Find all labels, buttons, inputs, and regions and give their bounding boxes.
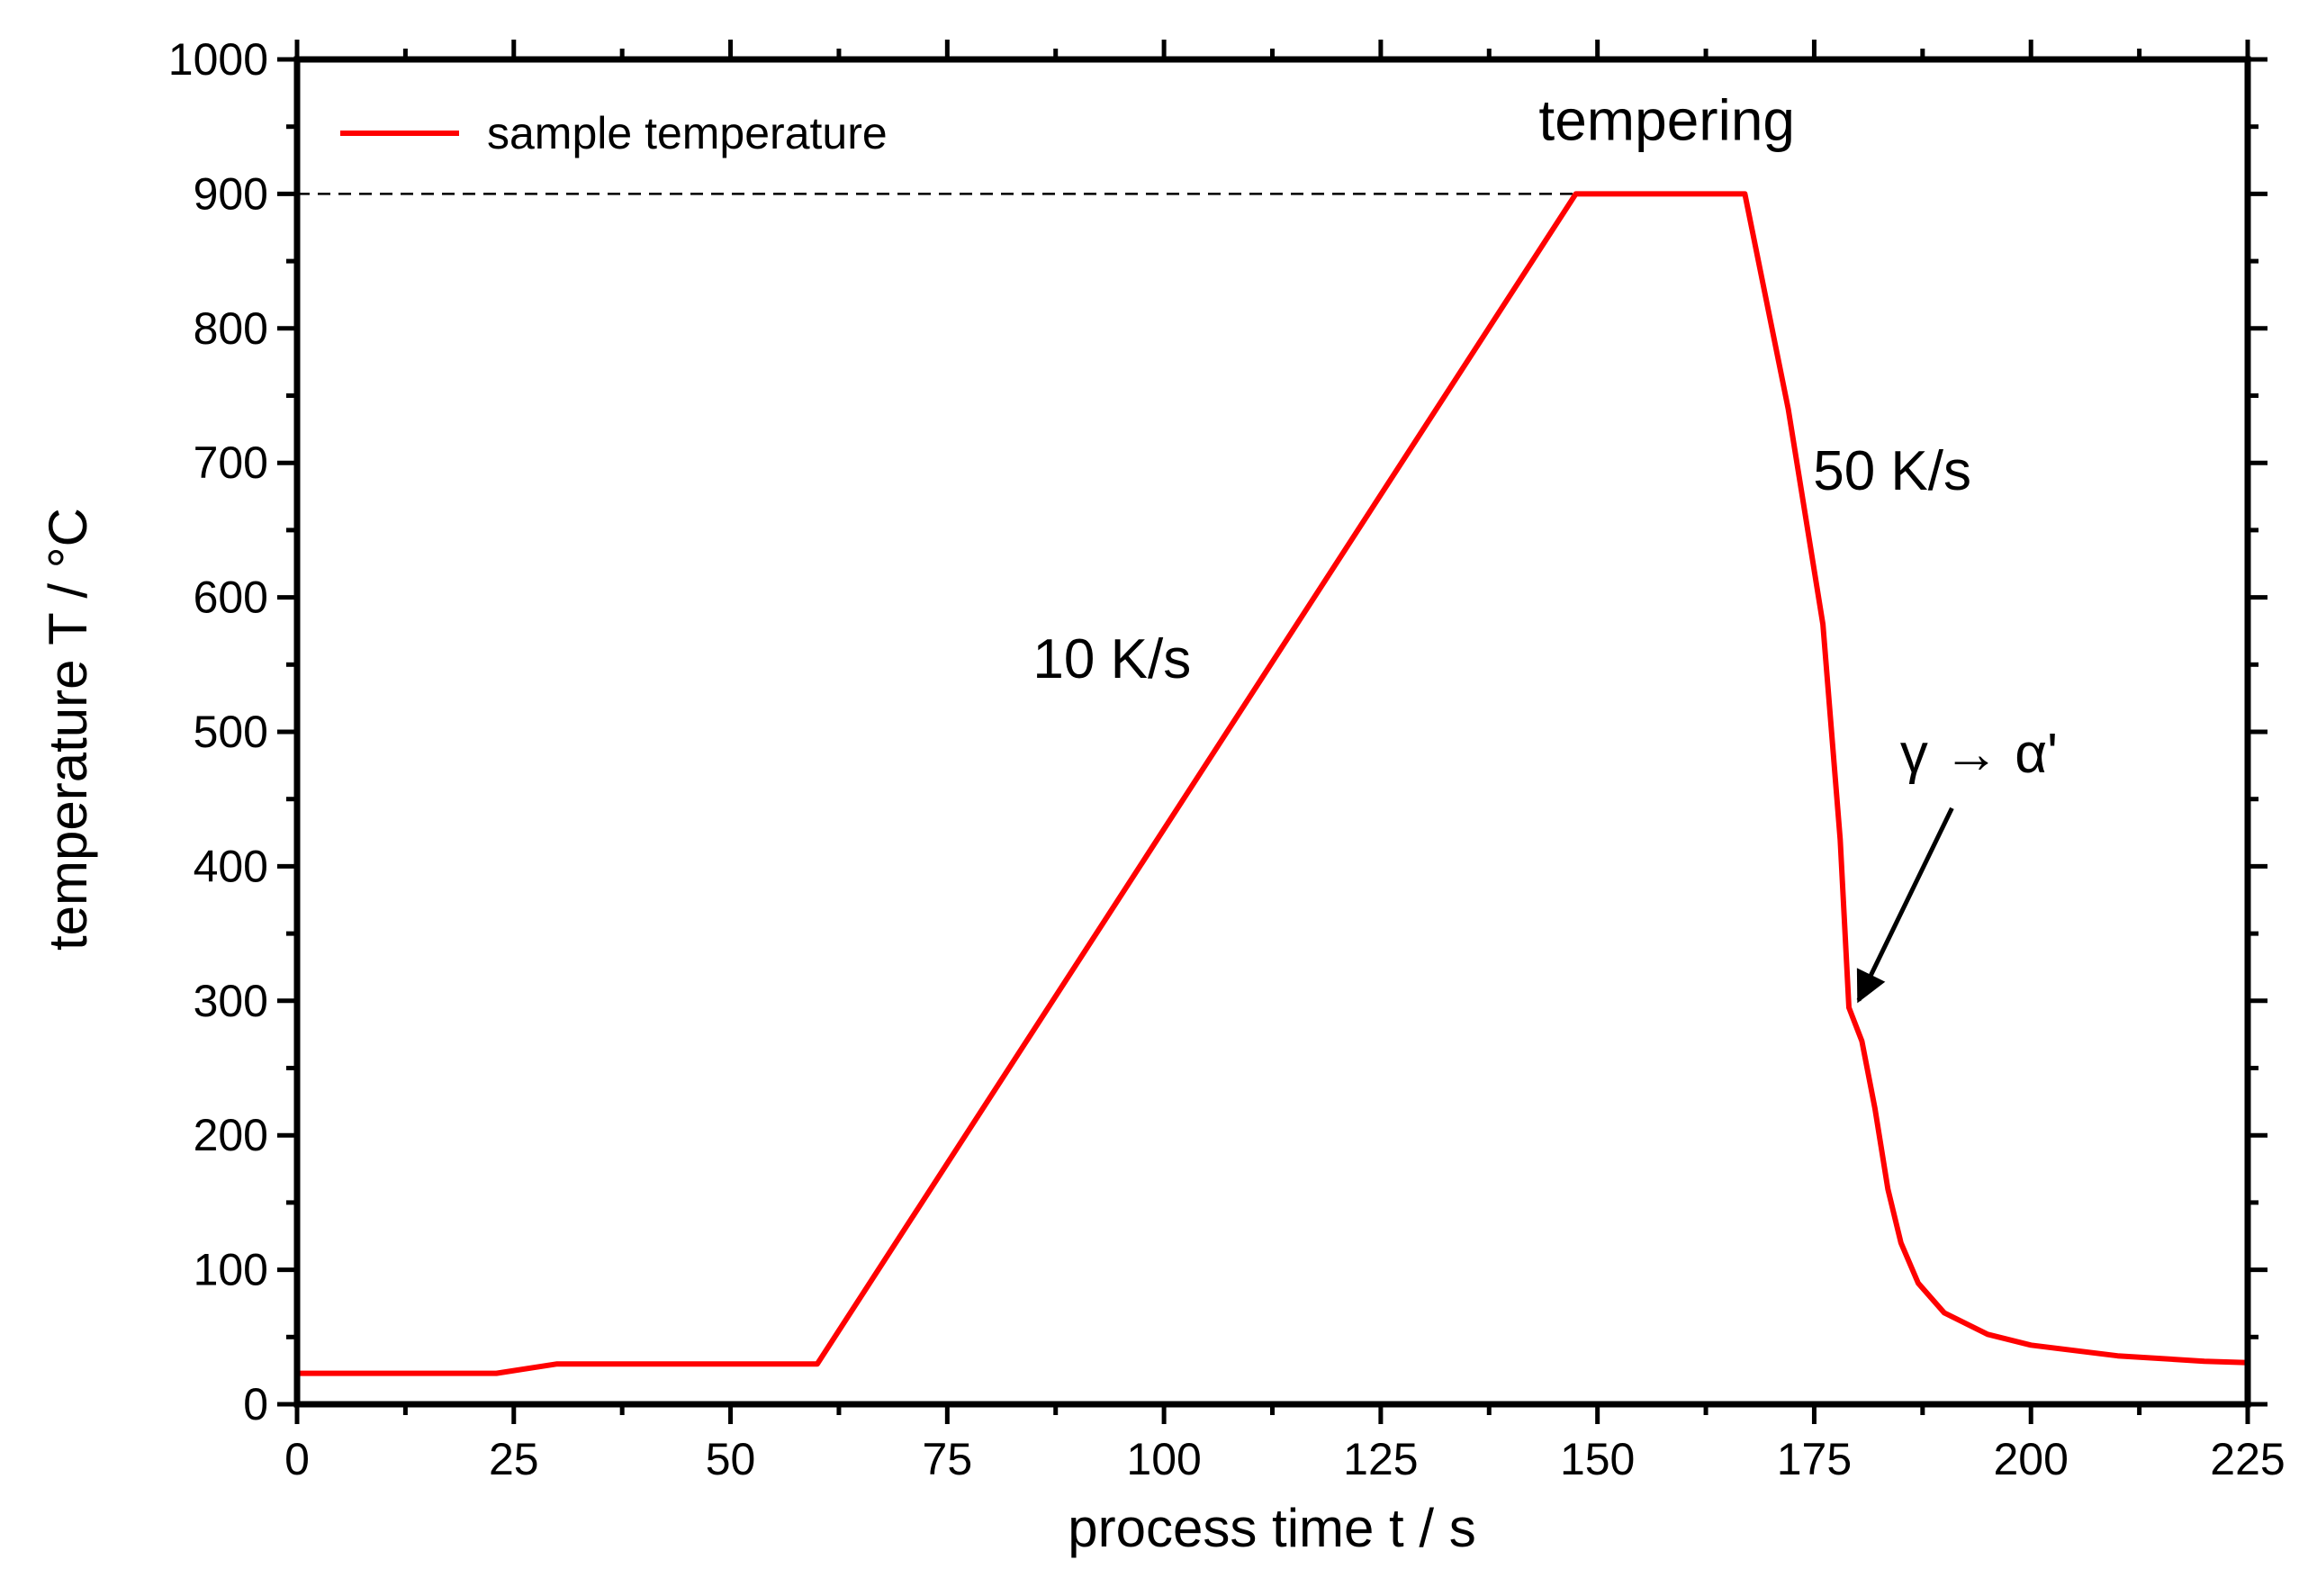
- y-tick-label-0: 0: [243, 1379, 268, 1429]
- legend: sample temperature: [340, 108, 888, 158]
- y-tick-label-300: 300: [194, 976, 268, 1026]
- x-tick-label-0: 0: [284, 1434, 310, 1484]
- series-line-sample-temperature: [297, 191, 2249, 1376]
- y-tick-label-600: 600: [194, 573, 268, 623]
- legend-label-sample-temperature: sample temperature: [487, 108, 888, 158]
- x-tick-label-225: 225: [2210, 1434, 2285, 1484]
- x-tick-label-25: 25: [489, 1434, 539, 1484]
- annotation-10-k-s: 10 K/s: [1032, 628, 1191, 690]
- y-tick-label-400: 400: [194, 841, 268, 891]
- x-tick-label-50: 50: [706, 1434, 756, 1484]
- x-tick-label-175: 175: [1777, 1434, 1852, 1484]
- x-tick-label-75: 75: [923, 1434, 973, 1484]
- annotation-50-k-s: 50 K/s: [1813, 440, 1971, 502]
- annotation-annotation-3: γ → α': [1900, 723, 2058, 785]
- x-axis-title: process time t / s: [1068, 1498, 1475, 1558]
- axis-ticks: 0 25 50 75 100 125 150 175 200 225 0 100 200 300 400 50…: [168, 34, 2285, 1484]
- annotations: tempering 10 K/s 50 K/s γ → α': [1032, 88, 2058, 1004]
- y-tick-label-800: 800: [194, 303, 268, 354]
- y-axis-title: temperature T / °C: [38, 508, 98, 951]
- x-tick-label-150: 150: [1560, 1434, 1635, 1484]
- y-tick-label-1000: 1000: [168, 34, 268, 85]
- y-tick-label-200: 200: [194, 1110, 268, 1160]
- annotation-tempering: tempering: [1538, 88, 1795, 153]
- x-tick-label-125: 125: [1343, 1434, 1418, 1484]
- plot-content: [297, 191, 2249, 1376]
- y-tick-label-900: 900: [194, 168, 268, 219]
- x-tick-label-100: 100: [1126, 1434, 1201, 1484]
- annotation-arrow: [1856, 807, 1954, 1004]
- y-tick-label-100: 100: [194, 1245, 268, 1295]
- y-tick-label-700: 700: [194, 437, 268, 488]
- x-tick-label-200: 200: [1994, 1434, 2069, 1484]
- y-tick-label-500: 500: [194, 707, 268, 757]
